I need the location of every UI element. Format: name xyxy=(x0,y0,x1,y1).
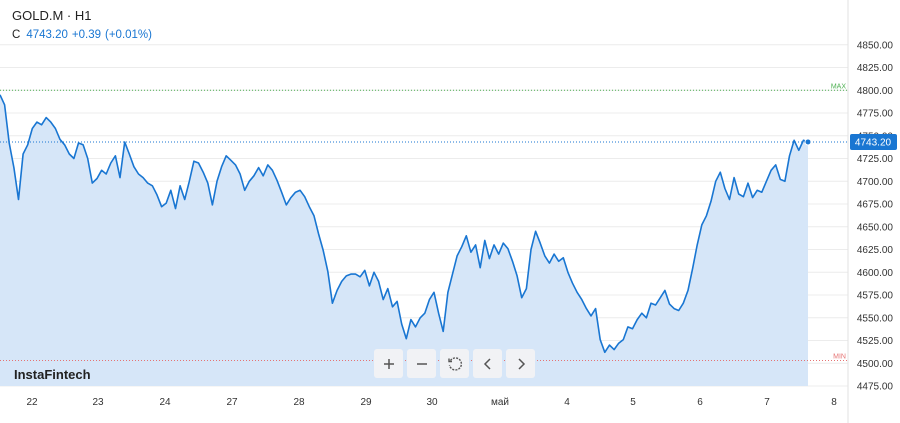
symbol-title: GOLD.M · H1 xyxy=(12,8,92,23)
x-tick-label: 28 xyxy=(293,397,305,408)
y-tick-label: 4525.00 xyxy=(857,336,894,347)
x-tick-label: 7 xyxy=(764,397,770,408)
price-area-fill xyxy=(0,94,808,387)
x-axis-ticks: 22 23 24 27 28 29 30 май 4 5 6 7 8 xyxy=(26,397,837,408)
y-tick-label: 4825.00 xyxy=(857,63,894,74)
x-tick-label: 6 xyxy=(697,397,703,408)
y-tick-label: 4500.00 xyxy=(857,359,894,370)
reset-button[interactable] xyxy=(440,349,469,378)
brand-logo: InstaFintech xyxy=(14,367,91,382)
minus-icon xyxy=(416,362,427,365)
zoom-out-button[interactable] xyxy=(407,349,436,378)
reset-icon xyxy=(447,356,462,371)
y-tick-label: 4575.00 xyxy=(857,291,894,302)
scroll-left-button[interactable] xyxy=(473,349,502,378)
x-tick-label: 22 xyxy=(26,397,38,408)
quote-line: C 4743.20 +0.39 (+0.01%) xyxy=(12,29,152,41)
chevron-right-icon xyxy=(517,357,525,370)
x-tick-label: 27 xyxy=(226,397,238,408)
price-line xyxy=(0,94,809,354)
y-tick-label: 4625.00 xyxy=(857,245,894,256)
plus-icon xyxy=(383,358,394,369)
zoom-in-button[interactable] xyxy=(374,349,403,378)
x-tick-label: 4 xyxy=(564,397,570,408)
y-tick-label: 4550.00 xyxy=(857,313,894,324)
x-tick-label: 23 xyxy=(92,397,104,408)
last-price-label: 4743.20 xyxy=(855,137,892,148)
y-tick-label: 4675.00 xyxy=(857,200,894,211)
scroll-right-button[interactable] xyxy=(506,349,535,378)
y-tick-label: 4600.00 xyxy=(857,268,894,279)
min-label: MIN xyxy=(833,354,846,361)
x-tick-label: 24 xyxy=(159,397,171,408)
x-tick-label: май xyxy=(491,397,509,408)
x-tick-label: 8 xyxy=(831,397,837,408)
close-value: 4743.20 xyxy=(26,29,68,41)
max-label: MAX xyxy=(831,83,847,90)
y-tick-label: 4650.00 xyxy=(857,222,894,233)
y-tick-label: 4700.00 xyxy=(857,177,894,188)
y-tick-label: 4775.00 xyxy=(857,109,894,120)
last-price-badge xyxy=(850,133,897,150)
close-label: C xyxy=(12,29,21,41)
x-tick-label: 29 xyxy=(360,397,372,408)
y-tick-label: 4850.00 xyxy=(857,40,894,51)
chart-toolbar xyxy=(374,349,535,378)
y-tick-label: 4800.00 xyxy=(857,86,894,97)
x-tick-label: 30 xyxy=(426,397,438,408)
chevron-left-icon xyxy=(483,357,491,370)
y-tick-label: 4725.00 xyxy=(857,154,894,165)
change-value: +0.39 xyxy=(71,29,101,41)
x-tick-label: 5 xyxy=(630,397,636,408)
change-percent: (+0.01%) xyxy=(105,29,152,41)
y-tick-label: 4475.00 xyxy=(857,382,894,393)
y-axis-ticks: 4475.00 4500.00 4525.00 4550.00 4575.00 4600.… xyxy=(857,40,894,392)
last-price-dot xyxy=(804,138,812,146)
